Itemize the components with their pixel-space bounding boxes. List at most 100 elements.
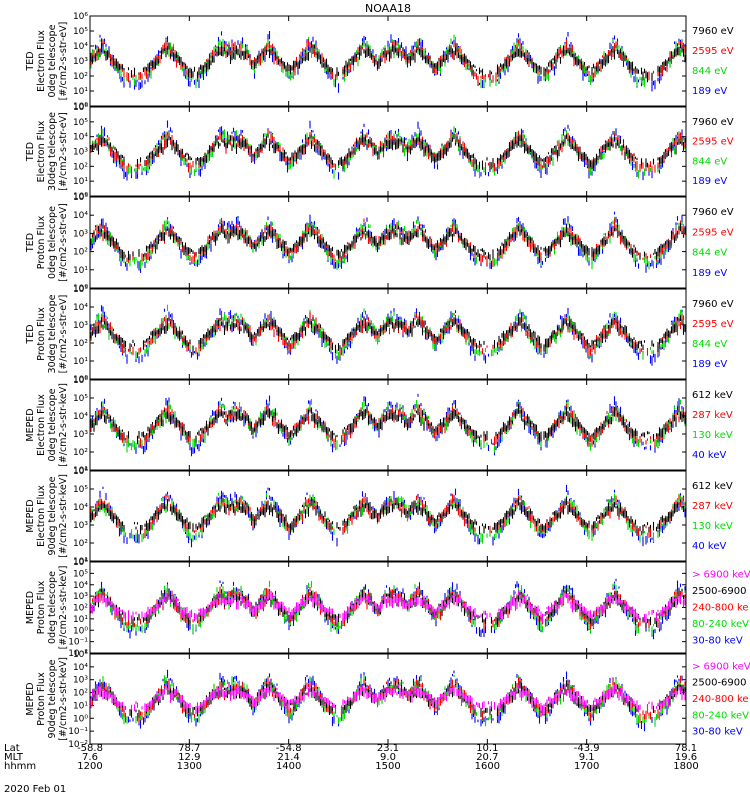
legend-entry: 130 keV [692,430,733,441]
trace-series [90,580,686,636]
footer-hhmm-value: 1400 [276,761,301,772]
y-axis-label: [#/cm2-s-str-eV] [58,295,69,374]
y-axis-label: MEPED [25,408,36,441]
legend-entry: 189 eV [692,176,727,187]
trace-series [90,305,686,366]
legend-entry: 7960 eV [692,207,734,218]
y-tick-label: 10³ [73,430,88,440]
footer-mlt-value: 20.7 [476,752,498,763]
legend-entry: > 6900 keV [692,569,750,580]
footer-mlt-value: 21.4 [278,752,300,763]
y-tick-label: 10⁻² [68,740,88,750]
y-tick-label: 10⁵ [73,285,88,295]
y-tick-label: 10² [73,72,88,82]
y-tick-label: 10⁴ [73,663,88,673]
y-axis-label: Proton Flux [36,215,47,269]
y-axis-label: Electron Flux [36,120,47,182]
y-axis-label: Electron Flux [36,485,47,547]
y-tick-label: 10⁰ [73,192,88,202]
footer-mlt-value: 7.6 [82,752,98,763]
footer-lat-value: -54.8 [276,743,302,754]
flux-traces [90,304,686,366]
y-tick-label: 10⁶ [73,558,88,568]
y-tick-label: 10³ [73,592,88,602]
trace-series [90,484,686,548]
legend-entry: 189 eV [692,359,727,370]
panel-1: 10⁰ 10¹ 10² 10³ 10⁴ 10⁵ 10⁶ TED Electron Flux 0de… [25,12,734,112]
y-tick-label: 10⁵ [73,193,88,203]
y-tick-label: 10¹ [73,557,88,567]
y-tick-label: 10² [73,689,88,699]
legend-entry: 80-240 keV [692,710,749,721]
footer-hhmm-value: 1500 [375,761,400,772]
y-axis-label: TED [25,51,36,71]
flux-traces [90,120,686,181]
flux-traces [90,393,686,457]
footer-lat-value: 23.1 [377,743,399,754]
y-tick-label: 10¹ [73,466,88,476]
y-tick-label: 10⁵ [73,118,88,128]
y-axis-label: TED [25,324,36,344]
panels: 10⁰ 10¹ 10² 10³ 10⁴ 10⁵ 10⁶ TED Electron Flux 0de… [25,12,750,750]
footer-mlt-value: 9.0 [380,752,396,763]
footer-hhmm-value: 1600 [475,761,500,772]
legend-entry: 7960 eV [692,26,734,37]
y-tick-label: 10⁵ [73,485,88,495]
y-tick-label: 10⁶ [73,103,88,113]
legend-entry: 2595 eV [692,227,734,238]
legend-entry: 240-800 ke [692,694,749,705]
y-tick-label: 10⁰ [73,102,88,112]
y-tick-label: 10⁴ [73,303,88,313]
trace-series [90,131,686,171]
legend-entry: 240-800 ke [692,603,749,614]
y-tick-label: 10⁻² [68,649,88,659]
y-tick-label: 10² [73,162,88,172]
legend-entry: 844 eV [692,248,727,259]
legend-entry: 612 keV [692,390,733,401]
footer-row-label: Lat [4,743,20,754]
legend-entry: 189 eV [692,268,727,279]
y-axis-label: [#/cm2-s-str-keV] [58,383,69,467]
y-axis-label: [#/cm2-s-str-eV] [58,203,69,282]
y-tick-label: 10⁴ [73,503,88,513]
footer-lat-value: -58.8 [77,743,103,754]
legend-entry: 80-240 keV [692,619,749,630]
trace-series [90,578,686,640]
legend-entry: 844 eV [692,66,727,77]
y-axis-label: MEPED [25,499,36,532]
y-tick-label: 10² [73,248,88,258]
y-tick-label: 10⁵ [73,650,88,660]
legend-entry: 40 keV [692,450,726,461]
y-tick-label: 10¹ [73,266,88,276]
flux-traces [90,31,686,93]
trace-series [90,304,686,360]
flux-traces [90,211,686,273]
flux-traces [90,669,686,732]
panel-3: 10⁰ 10¹ 10² 10³ 10⁴ 10⁵ TED Proton Flux 0deg tel… [25,193,734,294]
legend-entry: > 6900 keV [692,661,750,672]
trace-series [90,222,686,261]
y-tick-label: 10⁴ [73,42,88,52]
footer-hhmm-value: 1200 [77,761,102,772]
y-axis-label: [#/cm2-s-str-keV] [58,566,69,650]
y-axis-label: 0deg telescope [47,206,58,279]
legend-entry: 7960 eV [692,299,734,310]
footer-lat-value: 78.1 [675,743,697,754]
y-tick-label: 10⁴ [73,211,88,221]
y-axis-label: 0deg telescope [47,388,58,461]
chart-title: NOAA18 [365,2,411,15]
footer-hhmm-value: 1700 [574,761,599,772]
legend-entry: 2595 eV [692,137,734,148]
y-axis-label: 30deg telescope [47,294,58,373]
trace-series [90,404,686,447]
trace-series [90,586,686,628]
y-tick-label: 10³ [73,521,88,531]
y-axis-label: 90deg telescope [47,659,58,738]
legend-entry: 844 eV [692,156,727,167]
footer-lat-value: 10.1 [476,743,498,754]
footer-hhmm-value: 1300 [177,761,202,772]
y-tick-label: 10³ [73,229,88,239]
y-axis-label: [#/cm2-s-str-eV] [58,112,69,191]
